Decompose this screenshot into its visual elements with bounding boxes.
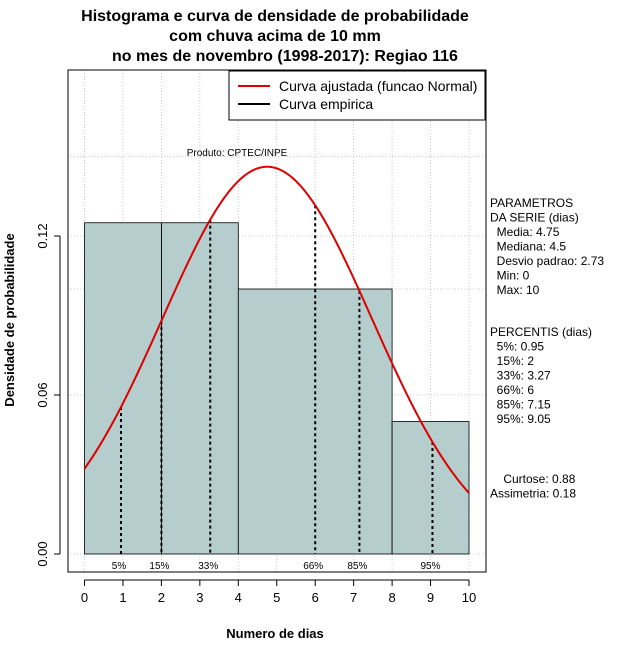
parametros-line-1: DA SERIE (dias) — [490, 211, 579, 225]
parametros-line-5: Min: 0 — [490, 269, 530, 283]
x-tick-label-4: 4 — [235, 590, 242, 605]
chart-title-line-1: Histograma e curva de densidade de proba… — [81, 8, 469, 25]
legend-box — [228, 70, 486, 121]
plot-frame — [67, 69, 487, 573]
x-tick-label-5: 5 — [273, 590, 280, 605]
percentis-line-4: 66%: 6 — [490, 383, 534, 397]
x-tick-label-8: 8 — [388, 590, 395, 605]
x-tick-label-3: 3 — [196, 590, 203, 605]
chart-title-line-2: com chuva acima de 10 mm — [169, 28, 381, 45]
percentis-line-3: 33%: 3.27 — [490, 369, 551, 383]
percentile-label-0: 5% — [112, 561, 127, 572]
parametros-line-4: Desvio padrao: 2.73 — [490, 254, 604, 268]
legend: Curva ajustada (funcao Normal) Curva emp… — [228, 70, 486, 121]
percentile-label-3: 66% — [303, 561, 323, 572]
histogram-bar-1 — [160, 222, 239, 555]
chart-title-line-3: no mes de novembro (1998-2017): Regiao 1… — [112, 48, 458, 65]
y-tick-label-2: 0.12 — [35, 223, 50, 248]
parametros-line-3: Mediana: 4.5 — [490, 240, 566, 254]
percentis-line-0: PERCENTIS (dias) — [490, 325, 592, 339]
histogram-bars — [84, 222, 470, 555]
y-tick-label-0: 0.00 — [35, 541, 50, 566]
x-tick-label-2: 2 — [158, 590, 165, 605]
parametros-line-0: PARAMETROS — [490, 196, 573, 210]
percentis-line-1: 5%: 0.95 — [490, 340, 544, 354]
x-tick-label-0: 0 — [81, 590, 88, 605]
percentile-label-4: 85% — [347, 561, 367, 572]
percentile-label-2: 33% — [198, 561, 218, 572]
percentis-line-2: 15%: 2 — [490, 354, 534, 368]
percentile-label-1: 15% — [149, 561, 169, 572]
x-tick-label-10: 10 — [462, 590, 476, 605]
momentos-line-0: Curtose: 0.88 — [490, 472, 576, 486]
legend-label-empirical: Curva empirica — [279, 96, 373, 112]
histogram-bar-0 — [84, 222, 162, 555]
x-tick-label-7: 7 — [350, 590, 357, 605]
momentos-line-1: Assimetria: 0.18 — [490, 487, 576, 501]
x-axis: 0 1 2 3 4 5 6 7 8 9 10 — [81, 579, 476, 605]
x-tick-label-1: 1 — [119, 590, 126, 605]
y-axis: 0.00 0.06 0.12 — [35, 223, 61, 567]
histogram-bar-3 — [391, 421, 470, 555]
density-curves — [83, 165, 470, 494]
percentis-line-5: 85%: 7.15 — [490, 398, 551, 412]
parametros-line-2: Media: 4.75 — [490, 225, 560, 239]
percentile-label-5: 95% — [420, 561, 440, 572]
x-tick-label-9: 9 — [427, 590, 434, 605]
legend-label-fitted: Curva ajustada (funcao Normal) — [279, 78, 477, 94]
product-annotation: Produto: CPTEC/INPE — [187, 148, 288, 159]
parametros-line-6: Max: 10 — [490, 283, 540, 297]
y-tick-label-1: 0.06 — [35, 382, 50, 407]
chart-title: Histograma e curva de densidade de proba… — [81, 8, 469, 65]
y-axis-label: Densidade de probabilidade — [2, 233, 17, 406]
x-axis-label: Numero de dias — [226, 626, 324, 641]
fitted-normal-curve — [83, 165, 470, 494]
percentile-lines: 5% 15% 33% 66% 85% 95% — [112, 205, 441, 572]
percentis-line-6: 95%: 9.05 — [490, 412, 551, 426]
x-tick-label-6: 6 — [312, 590, 319, 605]
